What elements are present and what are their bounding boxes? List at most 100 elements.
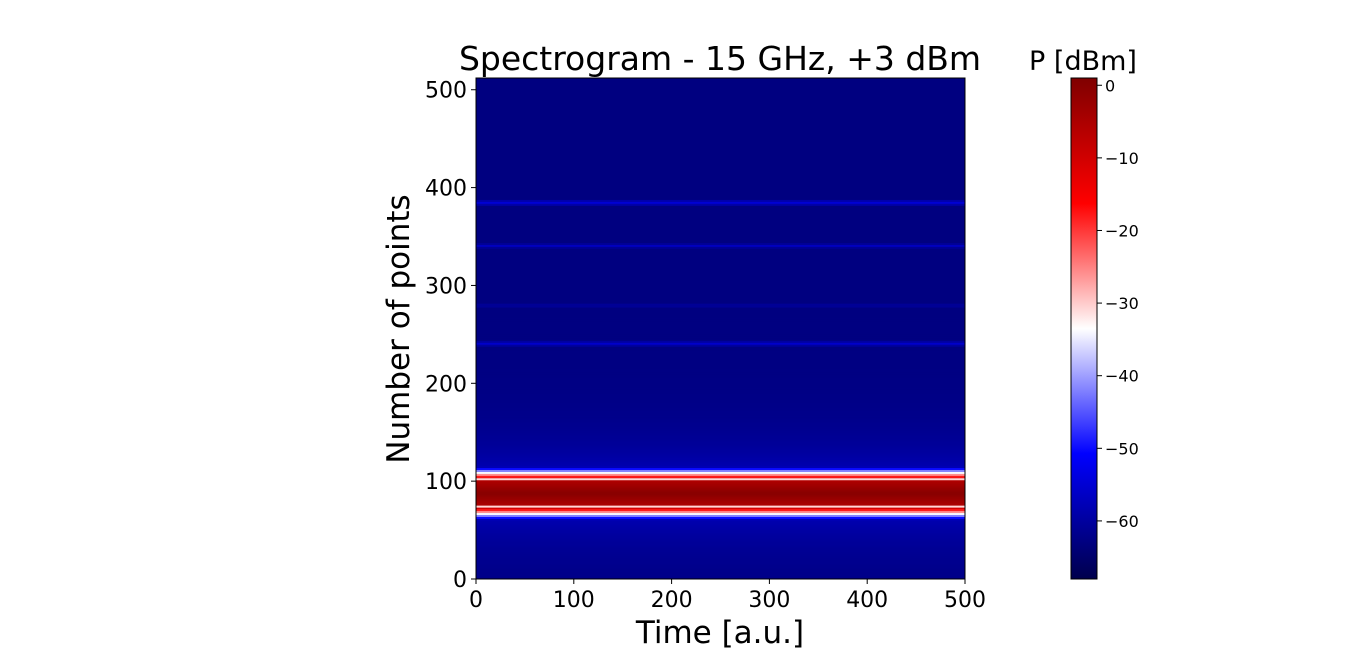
heatmap-row xyxy=(476,250,965,253)
x-tick-label: 100 xyxy=(553,588,595,613)
heatmap-row xyxy=(476,228,965,232)
heatmap-row xyxy=(476,436,965,439)
heatmap-row xyxy=(476,553,965,557)
colorbar-tick-label: −40 xyxy=(1105,367,1139,386)
heatmap-row xyxy=(476,140,965,144)
heatmap-row xyxy=(476,322,965,326)
heatmap-row xyxy=(476,295,965,298)
heatmap-row xyxy=(476,518,965,521)
x-tick-label: 300 xyxy=(748,588,790,613)
heatmap-row xyxy=(476,539,965,543)
heatmap-row xyxy=(476,312,965,316)
heatmap-row xyxy=(476,179,965,183)
heatmap-row xyxy=(476,571,965,574)
heatmap-row xyxy=(476,381,965,384)
heatmap-row xyxy=(476,197,965,200)
heatmap-row xyxy=(476,549,965,553)
heatmap-row xyxy=(476,577,965,579)
heatmap-row xyxy=(476,126,965,130)
heatmap-row xyxy=(476,279,965,283)
heatmap-row xyxy=(476,469,965,472)
heatmap-row xyxy=(476,222,965,226)
heatmap-row xyxy=(476,166,965,169)
y-axis-label: Number of points xyxy=(381,194,417,463)
heatmap-row xyxy=(476,93,965,97)
heatmap-row xyxy=(476,138,965,142)
heatmap-row xyxy=(476,128,965,132)
heatmap-row xyxy=(476,248,965,251)
heatmap-row xyxy=(476,105,965,108)
heatmap-row xyxy=(476,232,965,236)
heatmap-row xyxy=(476,561,965,564)
heatmap-row xyxy=(476,391,965,394)
colorbar-tick-label: 0 xyxy=(1105,76,1115,95)
x-tick-label: 0 xyxy=(469,588,483,613)
heatmap-row xyxy=(476,541,965,545)
heatmap-row xyxy=(476,148,965,152)
heatmap-row xyxy=(476,299,965,302)
heatmap-row xyxy=(476,485,965,488)
colorbar-tick-label: −50 xyxy=(1105,439,1139,458)
heatmap-row xyxy=(476,263,965,267)
heatmap-row xyxy=(476,173,965,177)
heatmap-row xyxy=(476,547,965,551)
heatmap-row xyxy=(476,154,965,157)
heatmap-row xyxy=(476,530,965,533)
heatmap-row xyxy=(476,463,965,467)
heatmap-row xyxy=(476,203,965,206)
heatmap-row xyxy=(476,492,965,496)
heatmap-row xyxy=(476,79,965,83)
heatmap-row xyxy=(476,326,965,330)
heatmap-row xyxy=(476,453,965,457)
heatmap-row xyxy=(476,500,965,504)
heatmap-row xyxy=(476,451,965,455)
heatmap-row xyxy=(476,498,965,502)
heatmap-row xyxy=(476,461,965,465)
heatmap-row xyxy=(476,246,965,249)
heatmap-row xyxy=(476,365,965,369)
heatmap-row xyxy=(476,216,965,220)
heatmap-row xyxy=(476,185,965,189)
heatmap-row xyxy=(476,305,965,308)
heatmap-row xyxy=(476,348,965,351)
heatmap-row xyxy=(476,123,965,126)
heatmap-row xyxy=(476,569,965,572)
heatmap-row xyxy=(476,308,965,312)
heatmap-row xyxy=(476,130,965,134)
heatmap-row xyxy=(476,353,965,357)
heatmap-row xyxy=(476,467,965,471)
heatmap-row xyxy=(476,350,965,353)
heatmap-row xyxy=(476,175,965,179)
heatmap-row xyxy=(476,156,965,159)
heatmap-row xyxy=(476,121,965,124)
heatmap-row xyxy=(476,565,965,568)
heatmap-row xyxy=(476,273,965,277)
heatmap-row xyxy=(476,389,965,392)
heatmap-row xyxy=(476,440,965,443)
y-tick-label: 500 xyxy=(425,79,467,104)
heatmap-row xyxy=(476,316,965,320)
heatmap-row xyxy=(476,293,965,296)
heatmap-row xyxy=(476,111,965,114)
heatmap-row xyxy=(476,520,965,523)
heatmap-row xyxy=(476,218,965,222)
heatmap-row xyxy=(476,275,965,279)
heatmap-row xyxy=(476,89,965,93)
x-tick-label: 500 xyxy=(944,588,986,613)
heatmap-row xyxy=(476,420,965,424)
heatmap-row xyxy=(476,283,965,287)
heatmap-row xyxy=(476,207,965,210)
heatmap-row xyxy=(476,119,965,122)
heatmap-row xyxy=(476,449,965,453)
heatmap-row xyxy=(476,357,965,361)
heatmap-row xyxy=(476,303,965,306)
colorbar: 0 −10 −20 −30 −40 −50 −60 P [dBm] xyxy=(1029,46,1139,580)
heatmap-row xyxy=(476,144,965,148)
heatmap-row xyxy=(476,271,965,275)
heatmap-row xyxy=(476,526,965,529)
heatmap-row xyxy=(476,181,965,185)
heatmap-row xyxy=(476,115,965,118)
heatmap-row xyxy=(476,438,965,441)
heatmap-row xyxy=(476,506,965,510)
x-axis-label: Time [a.u.] xyxy=(635,615,804,651)
